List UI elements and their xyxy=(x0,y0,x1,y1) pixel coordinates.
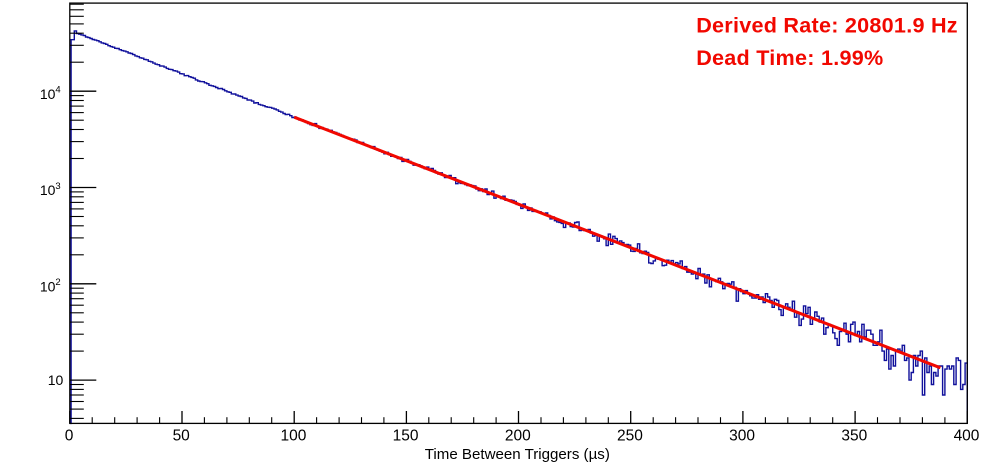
svg-text:200: 200 xyxy=(505,427,531,444)
svg-text:10: 10 xyxy=(48,372,64,388)
svg-text:Time Between Triggers (µs): Time Between Triggers (µs) xyxy=(425,446,610,463)
svg-text:100: 100 xyxy=(280,427,306,444)
svg-text:0: 0 xyxy=(65,427,74,444)
svg-text:Derived Rate: 20801.9 Hz: Derived Rate: 20801.9 Hz xyxy=(696,13,958,38)
svg-text:300: 300 xyxy=(729,427,755,444)
svg-text:350: 350 xyxy=(841,427,867,444)
svg-text:250: 250 xyxy=(617,427,643,444)
svg-text:150: 150 xyxy=(393,427,419,444)
svg-text:Dead Time: 1.99%: Dead Time: 1.99% xyxy=(696,45,883,70)
svg-text:50: 50 xyxy=(173,427,191,444)
svg-text:400: 400 xyxy=(954,427,980,444)
